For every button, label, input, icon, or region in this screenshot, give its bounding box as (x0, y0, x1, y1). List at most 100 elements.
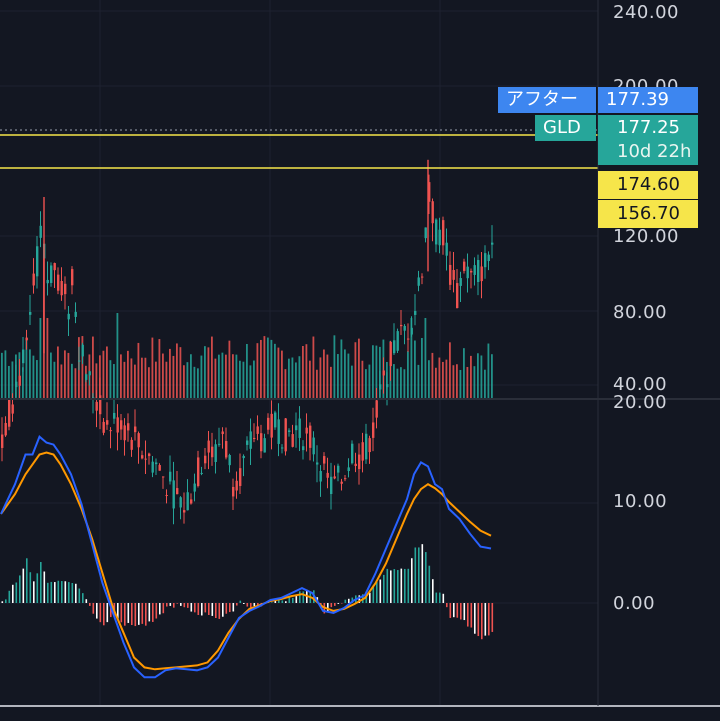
volume-bar (417, 364, 420, 398)
candle-body (463, 261, 466, 271)
candle-body (172, 480, 175, 509)
volume-bar (253, 360, 255, 398)
volume-bar (298, 356, 301, 398)
candle-body (456, 283, 459, 308)
candle-body (204, 455, 207, 464)
candle-body (386, 384, 389, 388)
macd-hist-bar (474, 603, 476, 634)
volume-bar (421, 338, 423, 398)
volume-bar (302, 345, 304, 398)
candle-body (197, 457, 200, 487)
candle-body (256, 426, 259, 434)
candle-body (417, 277, 420, 286)
macd-tick-0: 0.00 (613, 593, 656, 614)
candle-body (491, 242, 494, 245)
macd-hist-bar (439, 592, 441, 603)
candle-body (130, 439, 133, 450)
candle-body (50, 265, 53, 283)
candle-body (452, 270, 455, 280)
macd-line (0, 435, 492, 679)
candle-body (162, 476, 165, 478)
macd-tick-20: 20.00 (613, 392, 668, 413)
candle-body (253, 437, 256, 439)
candle-body (176, 488, 179, 495)
volume-bar (403, 369, 406, 398)
macd-hist-bar (71, 583, 74, 603)
macd-hist-bar (414, 547, 417, 603)
volume-bar (319, 357, 322, 398)
candle-body (477, 260, 480, 283)
candle-body (284, 418, 287, 452)
volume-bar (162, 353, 164, 398)
after-hours-label-tag: アフター (498, 87, 596, 113)
macd-hist-bar (131, 603, 133, 626)
macd-hist-bar (281, 600, 284, 603)
candle-body (179, 497, 182, 508)
macd-hist-bar (82, 593, 84, 603)
candle-body (1, 434, 4, 448)
volume-bar (214, 358, 217, 398)
volume-bar (305, 344, 308, 398)
macd-hist-bar (285, 601, 287, 603)
signal-line (0, 451, 492, 671)
candle-body (466, 266, 469, 279)
macd-hist-bar (292, 597, 294, 603)
candle-body (113, 412, 116, 419)
candle-body (368, 438, 371, 453)
macd-hist-bar (1, 601, 4, 603)
macd-hist-bar (85, 599, 88, 603)
macd-histogram (1, 544, 494, 640)
macd-hist-bar (358, 595, 361, 603)
macd-hist-bar (106, 603, 109, 623)
macd-hist-bar (43, 571, 46, 603)
macd-hist-bar (397, 570, 399, 603)
volume-bar (473, 366, 476, 398)
volume-bar (281, 350, 283, 398)
volume-bar (295, 362, 297, 398)
candle-body (39, 225, 42, 238)
macd-hist-bar (5, 599, 7, 603)
macd-hist-bar (463, 603, 466, 621)
candle-body (382, 370, 385, 376)
candle-body (281, 447, 284, 449)
candle-body (316, 462, 319, 465)
volume-bar (130, 358, 133, 398)
macd-hist-bar (337, 603, 340, 604)
last-price-tag (598, 115, 698, 165)
volume-bar (232, 354, 234, 398)
macd-hist-bar (29, 572, 32, 603)
macd-hist-bar (243, 603, 245, 604)
volume-bar (470, 355, 472, 398)
candle-body (295, 425, 298, 431)
macd-hist-bar (183, 603, 186, 608)
level-tag-156[interactable]: 156.70 (598, 200, 698, 228)
volume-bar (36, 360, 38, 398)
candle-body (228, 454, 231, 466)
volume-bar (228, 340, 231, 398)
volume-bar (284, 369, 287, 398)
volume-bar (113, 364, 115, 398)
volume-bar (148, 367, 150, 398)
candle-body (487, 254, 490, 262)
candle-body (11, 404, 14, 414)
macd-hist-bar (365, 596, 368, 603)
candle-body (29, 312, 32, 315)
macd-hist-bar (467, 603, 469, 627)
macd-hist-bar (194, 603, 196, 613)
candle-body (347, 467, 350, 472)
macd-lines (0, 435, 492, 679)
macd-hist-bar (145, 603, 147, 626)
candle-body (183, 510, 186, 513)
candle-body (361, 442, 364, 461)
level-tag-174[interactable]: 174.60 (598, 171, 698, 199)
volume-bar (183, 365, 185, 398)
horizontal-levels[interactable] (0, 129, 598, 169)
volume-bar (74, 368, 77, 398)
macd-hist-bar (15, 582, 18, 603)
volume-bar (46, 318, 49, 398)
volume-bar (466, 366, 469, 398)
macd-hist-bar (162, 603, 165, 614)
candle-body (15, 381, 18, 388)
candle-body (123, 425, 126, 441)
